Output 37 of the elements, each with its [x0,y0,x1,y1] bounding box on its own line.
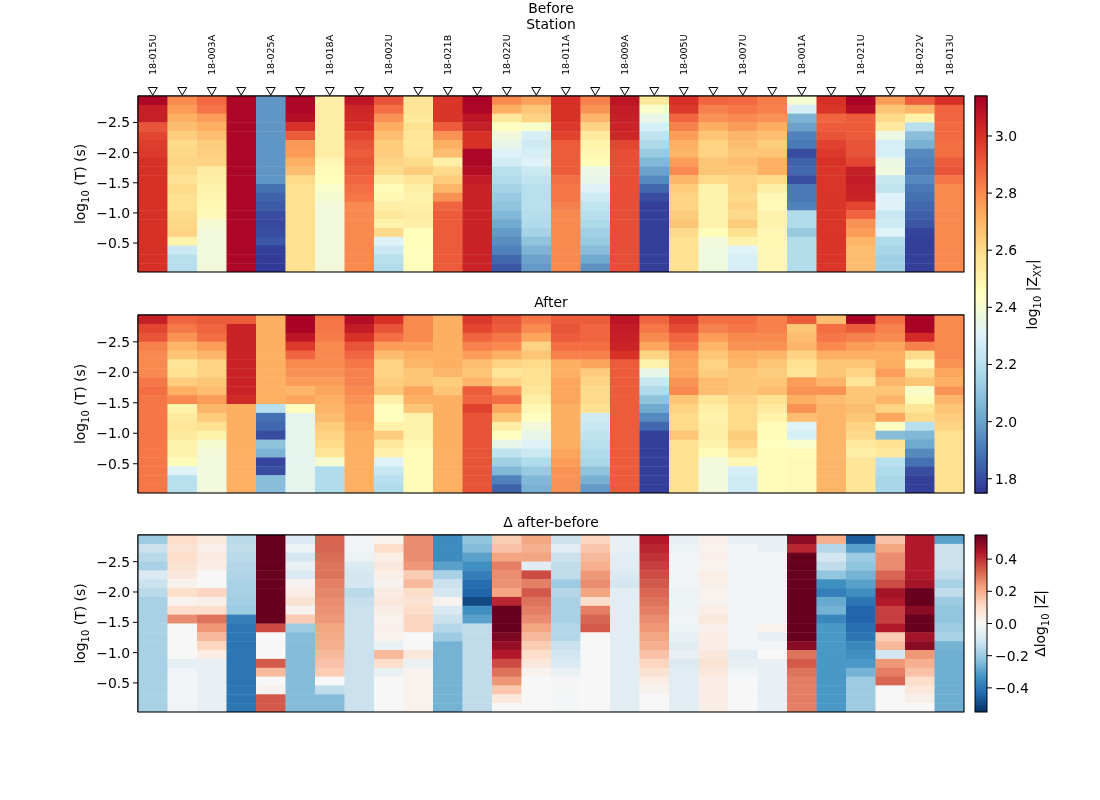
x-tick-label: 18-003A [206,34,218,75]
x-tick-label: 18-021B [442,34,454,75]
y-tick-label: −2.5 [96,114,130,131]
y-tick-label: −0.5 [96,235,130,251]
color-bar-label: −0.4 [995,679,1029,696]
x-tick-label: 18-022U [501,34,513,75]
color-bar-label: 0.2 [995,583,1018,600]
x-tick-label: 18-002U [383,34,395,75]
y-tick-label: −2.0 [96,144,130,161]
y-tick-label: −2.5 [96,553,130,570]
x-tick-label: 18-021U [855,34,867,75]
x-tick-label: 18-013U [943,34,955,75]
chart-title: Before [528,0,574,16]
y-tick-label: −1.5 [96,614,130,631]
x-tick-label: 18-022V [914,34,926,75]
y-tick-label: −1.0 [96,204,130,221]
color-bar-label: 0.0 [995,615,1018,632]
y-tick-label: −1.0 [96,644,130,661]
color-bar-label: 3.0 [995,127,1018,144]
color-bar-label: 1.8 [995,470,1018,487]
color-bar-label: 2.6 [995,242,1018,259]
color-bar-label: −0.2 [995,647,1029,664]
x-tick-label: 18-018A [324,34,336,75]
x-tick-label: 18-005U [678,34,690,75]
y-tick-label: −0.5 [96,674,130,691]
x-tick-label: 18-001A [796,34,808,75]
x-tick-label: 18-025A [265,34,277,75]
color-bar-label: 2.8 [995,185,1018,202]
color-bar-label: 0.4 [995,551,1018,568]
x-tick-label: 18-011A [560,34,572,75]
y-tick-label: −2.0 [96,583,130,600]
x-tick-label: 18-007U [737,34,749,75]
chart-title: Δ after-before [503,514,599,530]
y-tick-label: −1.5 [96,174,130,191]
x-tick-label: 18-009A [619,34,631,75]
x-axis-title: Station [526,16,576,32]
x-tick-label: 18-015U [147,34,159,75]
